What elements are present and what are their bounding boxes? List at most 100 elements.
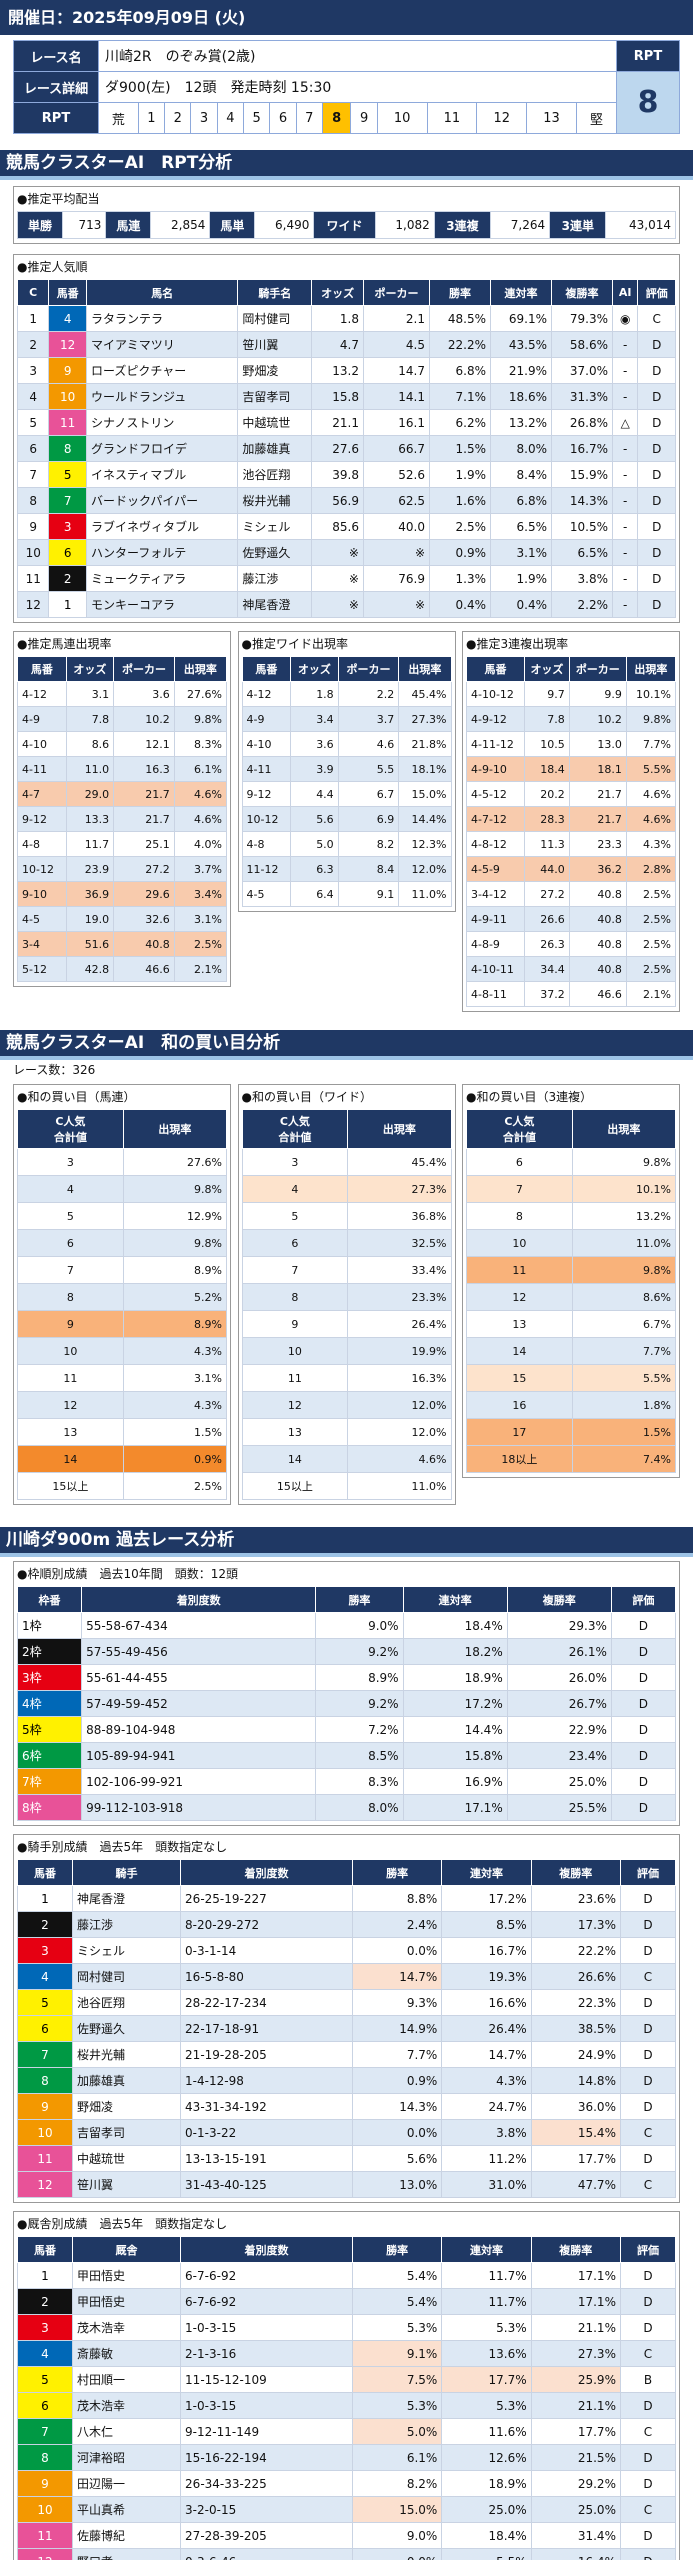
table-row: 6 8 グランドフロイデ 加藤雄真 27.6 66.7 1.5% 8.0% 16.7% - D xyxy=(16,435,676,462)
table-cell: 9.3% xyxy=(351,1989,443,2016)
table-cell: 11 xyxy=(16,565,50,592)
table-cell: 10.5% xyxy=(551,513,613,540)
table-row: 12 4.3% xyxy=(17,1391,228,1419)
table-cell: 8 xyxy=(17,2067,73,2094)
table-cell: 桜井光輔 xyxy=(71,2041,182,2068)
table-cell: - xyxy=(611,591,639,618)
table-cell: 8.2 xyxy=(337,831,400,857)
table-row: 7 10.1% xyxy=(466,1175,677,1203)
table-cell: 11-15-12-109 xyxy=(180,2366,353,2393)
table-cell: 26.1% xyxy=(506,1638,612,1665)
table-row: 4-9-12 7.8 10.2 9.8% xyxy=(465,706,677,732)
rpt-scale-cell: 3 xyxy=(190,102,218,134)
table-cell: 8 xyxy=(466,1202,573,1230)
column-header: 枠番 xyxy=(16,1586,83,1613)
table-cell: D xyxy=(637,539,676,566)
table-cell: - xyxy=(611,487,639,514)
table-cell: 15.0% xyxy=(398,781,452,807)
table-cell: 11.0% xyxy=(398,881,452,907)
table-cell: D xyxy=(637,513,676,540)
table-cell: 22.9% xyxy=(506,1716,612,1743)
table-cell: 13 xyxy=(466,1310,573,1338)
table-cell: 2.4% xyxy=(351,1911,443,1938)
table-row: 6枠 105-89-94-941 8.5% 15.8% 23.4% D xyxy=(16,1742,677,1769)
table-cell: 7.4% xyxy=(571,1445,677,1473)
table-cell: 田辺陽一 xyxy=(71,2470,182,2497)
table-row: 5-12 42.8 46.6 2.1% xyxy=(17,956,228,982)
table-cell: 2.1% xyxy=(173,956,228,982)
table-cell: 0-1-3-22 xyxy=(180,2119,353,2146)
table-cell: 8.4% xyxy=(490,461,552,488)
table-cell: 4.4 xyxy=(290,781,339,807)
table-cell: ミシェル xyxy=(71,1937,182,1964)
table-cell: 12 xyxy=(17,1391,124,1419)
label: RPT xyxy=(616,40,680,72)
table-cell: D xyxy=(610,1690,677,1717)
table-cell: 9.8% xyxy=(571,1148,677,1176)
table-cell: 26.6% xyxy=(530,1963,621,1990)
table-cell: 7.7% xyxy=(351,2041,443,2068)
table-box: ●推定3連複出現率 馬番 オッズ ポーカー 出現率 4-10-12 9.7 9.9 10.1% 4… xyxy=(462,631,680,1012)
table-cell: 11.3 xyxy=(524,831,570,857)
table-cell: 14 xyxy=(17,1445,124,1473)
table-cell: 4-7-12 xyxy=(465,806,526,832)
data-table: 馬番 オッズ ポーカー 出現率 4-10-12 9.7 9.9 10.1% 4-9-12 7.8 1… xyxy=(465,656,677,1007)
table-cell: 1.8% xyxy=(571,1391,677,1419)
table-cell: 24.9% xyxy=(530,2041,621,2068)
table-cell: 茂木浩幸 xyxy=(71,2314,182,2341)
table-cell: D xyxy=(619,2067,677,2094)
table-box: ●推定馬連出現率 馬番 オッズ ポーカー 出現率 4-12 3.1 3.6 27.6% 4-9 7.… xyxy=(13,631,231,987)
payout-label: 馬単 xyxy=(209,211,256,239)
table-row: 4-7 29.0 21.7 4.6% xyxy=(17,781,228,807)
data-table: 馬番 オッズ ポーカー 出現率 4-12 3.1 3.6 27.6% 4-9 7.8 10.2 9.8… xyxy=(17,656,228,982)
table-cell: D xyxy=(637,383,676,410)
table-cell: 14.1 xyxy=(362,383,431,410)
table-row: 4-7-12 28.3 21.7 4.6% xyxy=(465,806,677,832)
table-cell: C xyxy=(619,2340,677,2367)
table-cell: 14.7% xyxy=(351,1963,443,1990)
table-cell: 7.7% xyxy=(571,1337,677,1365)
table-cell: 6.9 xyxy=(337,806,400,832)
table-cell: D xyxy=(619,2392,677,2419)
table-cell: 5 xyxy=(16,409,50,436)
table-cell: 5.3% xyxy=(441,2392,532,2419)
table-cell: 2.2% xyxy=(551,591,613,618)
table-cell: 2.5% xyxy=(429,513,491,540)
table-cell: 10-12 xyxy=(241,806,292,832)
table-cell: 13.0% xyxy=(351,2171,443,2198)
table-cell: 岡村健司 xyxy=(237,305,313,332)
table-cell: 13 xyxy=(241,1418,349,1446)
table-cell: 9.8% xyxy=(122,1229,228,1257)
table-cell: 9-12 xyxy=(17,806,67,832)
column-header: 馬番 xyxy=(17,656,67,682)
table-cell: 8.6% xyxy=(571,1283,677,1311)
table-cell: D xyxy=(619,2093,677,2120)
table-cell: D xyxy=(637,435,676,462)
table-cell: D xyxy=(619,2548,677,2560)
table-cell: 4-9-11 xyxy=(465,906,526,932)
table-cell: 9-10 xyxy=(17,881,67,907)
table-cell: 12.0% xyxy=(347,1391,452,1419)
table-cell: D xyxy=(619,1911,677,1938)
table-cell: 29.0 xyxy=(65,781,115,807)
table-row: 7 八木仁 9-12-11-149 5.0% 11.6% 17.7% C xyxy=(17,2418,677,2445)
table-cell: 16.3 xyxy=(113,756,175,782)
table-cell: 5 xyxy=(17,1989,73,2016)
table-cell: 4-10 xyxy=(241,731,292,757)
table-cell: 14 xyxy=(466,1337,573,1365)
table-cell: 15-16-22-194 xyxy=(180,2444,353,2471)
table-cell: 42.8 xyxy=(65,956,115,982)
table-cell: 9 xyxy=(241,1310,349,1338)
table-cell: 26.4% xyxy=(441,2015,532,2042)
table-cell: 1.8 xyxy=(290,681,339,707)
table-row: 4-9 7.8 10.2 9.8% xyxy=(17,706,228,732)
table-cell: 21.1% xyxy=(530,2314,621,2341)
table-cell: 3.9 xyxy=(290,756,339,782)
table-row: 4-10-11 34.4 40.8 2.5% xyxy=(465,956,677,982)
column-header: オッズ xyxy=(524,656,570,682)
table-row: 9 3 ラブイネヴィタブル ミシェル 85.6 40.0 2.5% 6.5% 10.5% - D xyxy=(16,513,676,540)
table-row: 9 8.9% xyxy=(17,1310,228,1338)
table-cell: 7 xyxy=(16,461,50,488)
table-cell: 8.3% xyxy=(173,731,228,757)
table-cell: 8.6 xyxy=(65,731,115,757)
